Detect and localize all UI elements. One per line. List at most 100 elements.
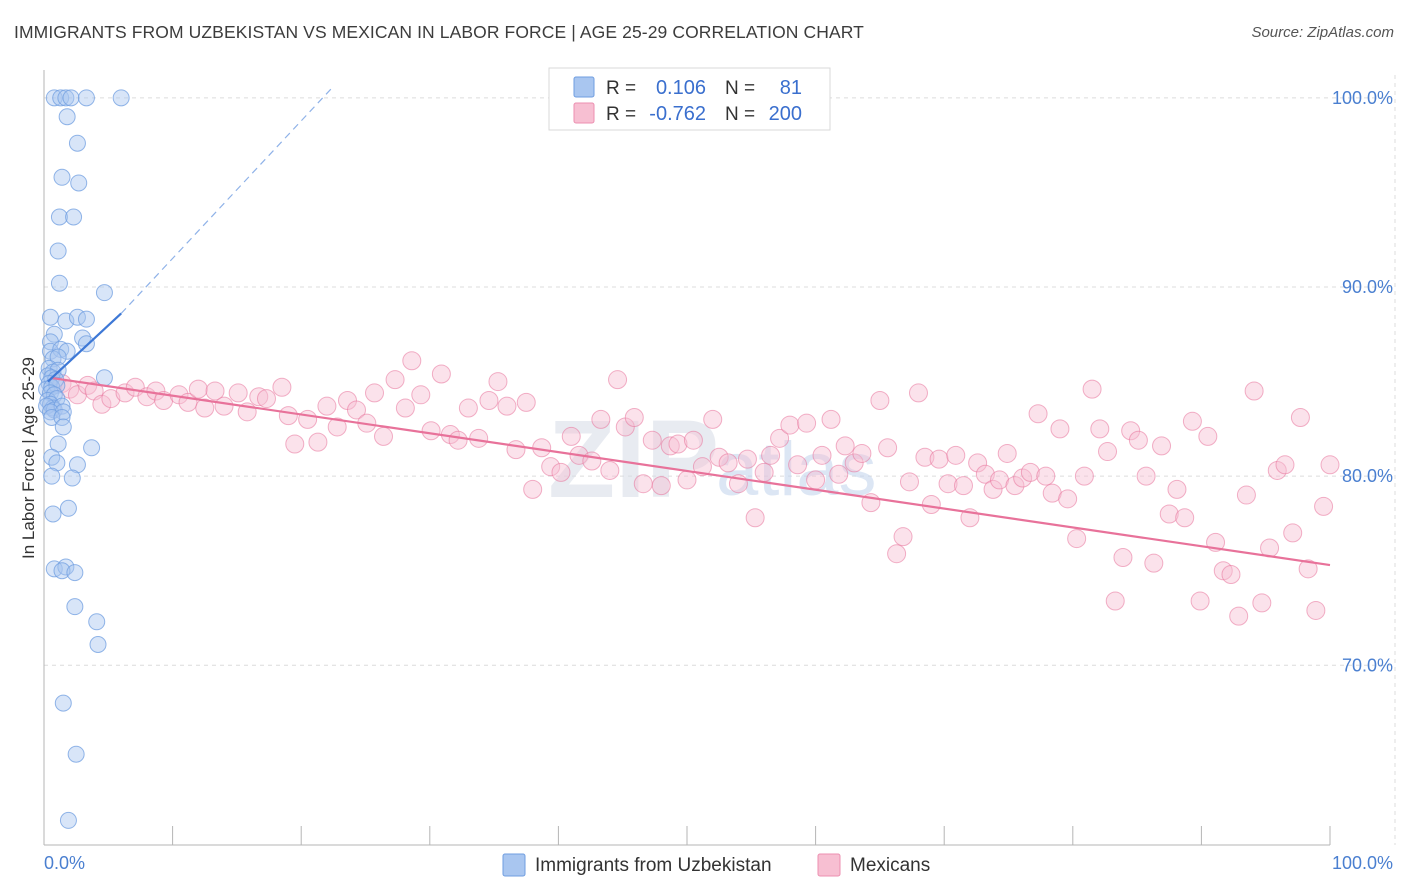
y-tick-label: 90.0% bbox=[1342, 277, 1393, 297]
data-point-mexicans bbox=[561, 426, 581, 446]
data-point-uzbekistan bbox=[49, 348, 67, 366]
data-point-uzbekistan bbox=[54, 694, 72, 712]
data-point-uzbekistan bbox=[62, 89, 80, 107]
data-point-mexicans bbox=[516, 392, 536, 412]
data-point-uzbekistan bbox=[95, 369, 113, 387]
data-point-mexicans bbox=[821, 409, 841, 429]
y-tick-label: 100.0% bbox=[1332, 88, 1393, 108]
data-point-uzbekistan bbox=[95, 284, 113, 302]
legend-r-label: R = bbox=[606, 78, 636, 99]
data-point-mexicans bbox=[1082, 379, 1102, 399]
data-point-mexicans bbox=[1005, 476, 1025, 496]
data-point-mexicans bbox=[298, 409, 318, 429]
data-point-mexicans bbox=[411, 385, 431, 405]
data-point-mexicans bbox=[1175, 508, 1195, 528]
data-point-uzbekistan bbox=[41, 308, 59, 326]
data-point-mexicans bbox=[1028, 404, 1048, 424]
data-point-mexicans bbox=[448, 430, 468, 450]
data-point-uzbekistan bbox=[54, 418, 72, 436]
data-point-uzbekistan bbox=[77, 310, 95, 328]
data-point-uzbekistan bbox=[83, 439, 101, 457]
watermark: ZIP atlas bbox=[548, 398, 877, 521]
data-point-mexicans bbox=[317, 396, 337, 416]
data-point-mexicans bbox=[346, 400, 366, 420]
data-point-uzbekistan bbox=[45, 89, 63, 107]
data-point-uzbekistan bbox=[66, 564, 84, 582]
data-point-uzbekistan bbox=[52, 89, 70, 107]
data-point-mexicans bbox=[1020, 462, 1040, 482]
data-point-mexicans bbox=[1128, 430, 1148, 450]
data-point-mexicans bbox=[195, 398, 215, 418]
watermark-atlas: atlas bbox=[716, 427, 877, 512]
legend-r-value: 0.106 bbox=[656, 77, 706, 99]
data-point-mexicans bbox=[1283, 523, 1303, 543]
data-point-mexicans bbox=[431, 364, 451, 384]
data-point-mexicans bbox=[228, 383, 248, 403]
y-axis-label: In Labor Force | Age 25-29 bbox=[19, 357, 38, 559]
data-point-mexicans bbox=[997, 443, 1017, 463]
data-point-uzbekistan bbox=[50, 208, 68, 226]
data-point-mexicans bbox=[1090, 419, 1110, 439]
legend-swatch-uzbekistan bbox=[573, 76, 595, 98]
data-point-uzbekistan bbox=[70, 174, 88, 192]
chart-title: IMMIGRANTS FROM UZBEKISTAN VS MEXICAN IN… bbox=[14, 22, 864, 42]
data-point-mexicans bbox=[1314, 496, 1334, 516]
legend-box bbox=[548, 67, 831, 131]
data-point-mexicans bbox=[1267, 460, 1287, 480]
data-point-mexicans bbox=[1013, 468, 1033, 488]
data-point-mexicans bbox=[870, 390, 890, 410]
data-point-mexicans bbox=[421, 421, 441, 441]
data-point-mexicans bbox=[908, 383, 928, 403]
data-point-mexicans bbox=[780, 415, 800, 435]
data-point-mexicans bbox=[591, 409, 611, 429]
legend-r-value: -0.762 bbox=[649, 103, 706, 125]
data-point-mexicans bbox=[718, 453, 738, 473]
data-point-mexicans bbox=[878, 438, 898, 458]
data-point-mexicans bbox=[92, 394, 112, 414]
data-point-mexicans bbox=[365, 383, 385, 403]
data-point-mexicans bbox=[761, 445, 781, 465]
legend-swatch-mexicans bbox=[573, 102, 595, 124]
data-point-mexicans bbox=[249, 387, 269, 407]
series-uzbekistan bbox=[38, 89, 130, 829]
data-point-mexicans bbox=[709, 447, 729, 467]
data-point-mexicans bbox=[1152, 436, 1172, 456]
data-point-uzbekistan bbox=[68, 456, 86, 474]
data-point-mexicans bbox=[835, 436, 855, 456]
data-point-uzbekistan bbox=[49, 242, 67, 260]
data-point-mexicans bbox=[812, 445, 832, 465]
data-point-mexicans bbox=[929, 449, 949, 469]
data-point-uzbekistan bbox=[65, 208, 83, 226]
data-point-mexicans bbox=[1121, 421, 1141, 441]
data-point-mexicans bbox=[642, 430, 662, 450]
data-point-mexicans bbox=[1113, 547, 1133, 567]
data-point-mexicans bbox=[683, 430, 703, 450]
data-point-uzbekistan bbox=[66, 598, 84, 616]
data-point-mexicans bbox=[1190, 591, 1210, 611]
data-point-mexicans bbox=[921, 495, 941, 515]
data-point-mexicans bbox=[214, 396, 234, 416]
data-point-mexicans bbox=[677, 470, 697, 490]
data-point-mexicans bbox=[1290, 408, 1310, 428]
y-tick-label: 70.0% bbox=[1342, 655, 1393, 675]
data-point-mexicans bbox=[975, 464, 995, 484]
x-tick-label: 0.0% bbox=[44, 853, 85, 873]
data-point-mexicans bbox=[205, 381, 225, 401]
x-tick-label: 100.0% bbox=[1332, 853, 1393, 873]
data-point-mexicans bbox=[1074, 466, 1094, 486]
bottom-legend-swatch-mexicans bbox=[817, 853, 841, 877]
data-point-mexicans bbox=[1275, 455, 1295, 475]
data-point-mexicans bbox=[1229, 606, 1249, 626]
data-point-mexicans bbox=[893, 527, 913, 547]
data-point-mexicans bbox=[737, 449, 757, 469]
data-point-mexicans bbox=[278, 406, 298, 426]
data-point-uzbekistan bbox=[59, 499, 77, 517]
data-point-mexicans bbox=[633, 474, 653, 494]
data-point-mexicans bbox=[806, 470, 826, 490]
data-point-mexicans bbox=[844, 453, 864, 473]
data-point-mexicans bbox=[256, 389, 276, 409]
data-point-mexicans bbox=[551, 462, 571, 482]
data-point-mexicans bbox=[938, 474, 958, 494]
legend-n-value: 200 bbox=[769, 103, 802, 125]
data-point-uzbekistan bbox=[50, 274, 68, 292]
